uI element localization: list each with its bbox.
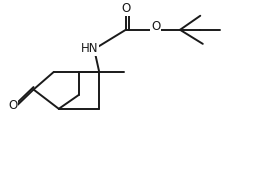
- Text: O: O: [151, 20, 161, 33]
- Text: HN: HN: [81, 42, 98, 55]
- Text: O: O: [121, 2, 130, 15]
- Text: O: O: [8, 99, 17, 112]
